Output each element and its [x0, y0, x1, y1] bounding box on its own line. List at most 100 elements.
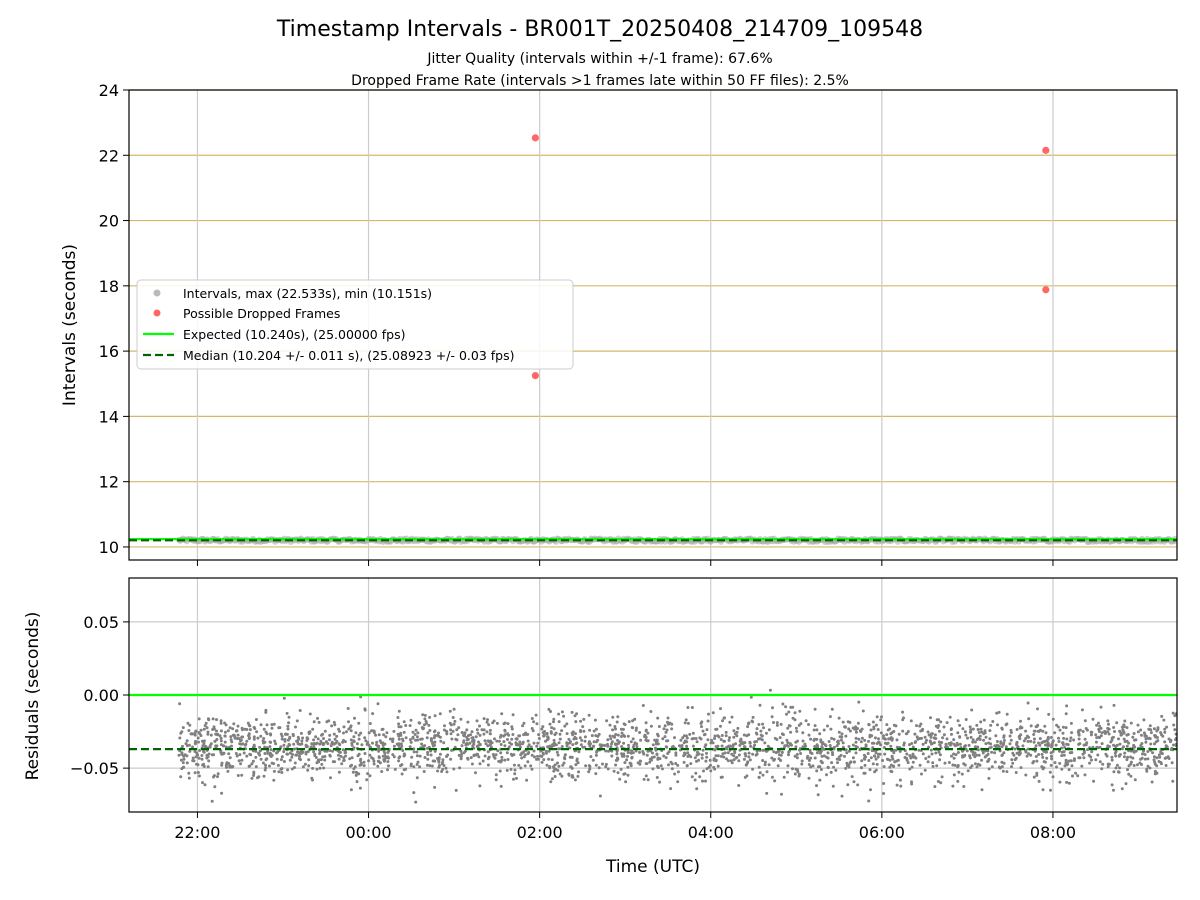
residual-point [860, 736, 864, 740]
residual-point [1009, 738, 1013, 742]
residual-point [208, 745, 212, 749]
residual-point [558, 772, 562, 776]
residual-point [772, 750, 776, 754]
residual-point [575, 759, 579, 763]
residual-point [969, 735, 973, 739]
residual-point [287, 742, 291, 746]
residual-point [1015, 743, 1019, 747]
residual-point [263, 768, 267, 772]
residual-point [854, 728, 858, 731]
residual-point [702, 733, 706, 737]
residual-point [264, 708, 268, 712]
residual-point [967, 743, 971, 747]
residual-point [239, 742, 243, 746]
residual-point [873, 754, 876, 758]
residual-point [517, 734, 521, 738]
residual-point [801, 739, 805, 743]
residual-point [676, 770, 680, 774]
residual-point [1026, 747, 1030, 751]
residual-point [349, 729, 353, 733]
residual-point [196, 771, 200, 774]
residual-point [830, 761, 834, 765]
residual-point [277, 770, 281, 774]
residual-point [980, 788, 984, 792]
residual-point [1143, 734, 1147, 738]
residual-point [387, 764, 390, 768]
residual-point [322, 766, 326, 770]
residual-point [719, 738, 723, 741]
residual-point [492, 755, 496, 759]
residual-point [713, 737, 716, 740]
residual-point [619, 735, 623, 738]
residual-point [818, 751, 822, 755]
residual-point [975, 738, 979, 741]
residual-point [592, 729, 596, 733]
residual-point [716, 764, 720, 768]
residual-point [1015, 751, 1019, 755]
residual-point [1032, 733, 1036, 736]
residual-point [763, 763, 767, 767]
residual-point [546, 736, 550, 740]
residual-point [1101, 762, 1105, 766]
residual-point [994, 734, 998, 738]
residual-point [1122, 755, 1126, 759]
residual-point [664, 730, 668, 734]
residual-point [422, 726, 425, 730]
residual-point [512, 763, 516, 767]
residual-point [938, 743, 942, 747]
residual-point [603, 744, 607, 747]
residual-point [986, 752, 990, 756]
residual-point [232, 733, 236, 737]
residual-point [266, 751, 270, 755]
residual-point [534, 713, 538, 717]
residual-point [216, 772, 220, 776]
residual-point [720, 775, 724, 779]
residual-point [1162, 718, 1166, 722]
residual-point [254, 755, 258, 759]
residual-point [1088, 761, 1092, 765]
residual-point [993, 760, 997, 764]
residual-point [1090, 758, 1093, 762]
residual-point [418, 765, 422, 769]
intervals-y-tick-label: 24 [99, 81, 119, 100]
residual-point [1080, 764, 1084, 768]
residual-point [1026, 701, 1030, 705]
residual-point [203, 783, 207, 787]
residual-point [454, 737, 458, 741]
residual-point [428, 715, 432, 719]
residual-point [1139, 733, 1143, 737]
residual-point [827, 740, 831, 743]
residual-point [1115, 721, 1119, 725]
residual-point [223, 734, 227, 738]
residual-point [793, 772, 797, 776]
residual-point [779, 722, 783, 726]
residual-point [654, 746, 657, 750]
residual-point [780, 732, 784, 736]
residual-point [630, 756, 634, 760]
residual-point [419, 737, 423, 741]
residual-point [300, 739, 304, 743]
residual-point [1080, 708, 1084, 712]
residual-point [1041, 729, 1045, 733]
residual-point [695, 787, 699, 791]
residual-point [385, 731, 389, 735]
residual-point [248, 728, 252, 732]
residual-point [711, 711, 715, 715]
residual-point [1150, 780, 1154, 784]
residual-point [682, 760, 686, 764]
residual-point [811, 764, 815, 768]
residual-point [404, 724, 408, 727]
residual-point [286, 768, 290, 772]
residual-point [901, 710, 905, 714]
residual-point [951, 784, 955, 788]
residual-point [1002, 751, 1006, 755]
residual-point [356, 754, 360, 758]
residual-point [885, 733, 889, 737]
residual-point [755, 749, 759, 753]
residual-point [201, 781, 204, 785]
residual-point [565, 722, 569, 726]
residual-point [620, 745, 624, 748]
residual-point [330, 740, 334, 744]
residual-point [860, 727, 864, 731]
residual-point [950, 754, 953, 758]
